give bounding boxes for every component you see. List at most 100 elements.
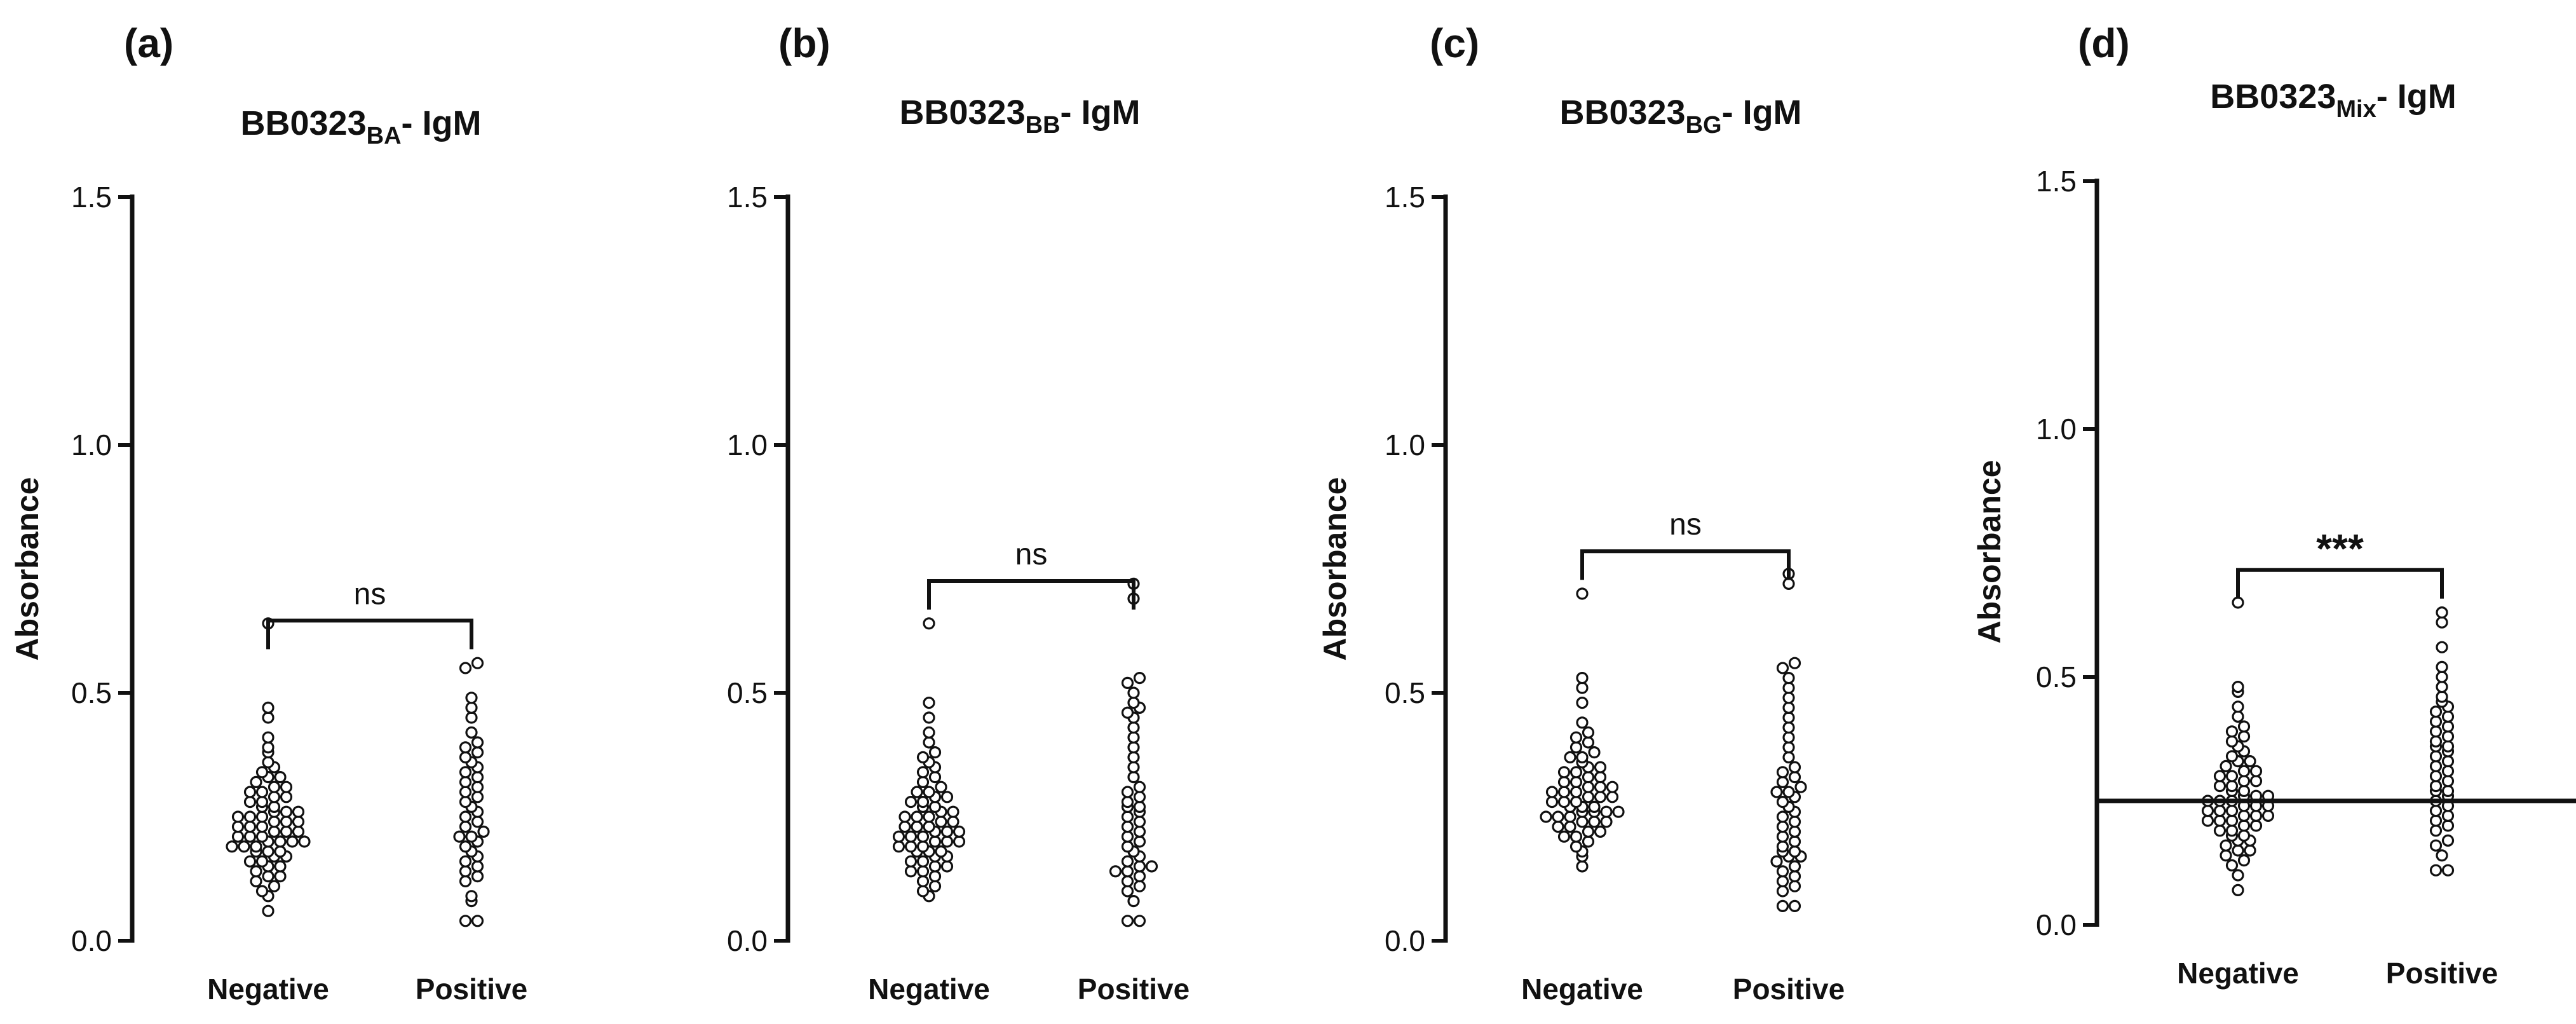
panel-a-tick-label: 0.5	[71, 676, 112, 709]
panel-c-point-negative	[1564, 751, 1576, 764]
panel-a-y-axis-title: Absorbance	[10, 477, 45, 661]
panel-b-category-label: Positive	[1078, 973, 1190, 1006]
panel-a-point-positive	[459, 751, 472, 764]
panel-a-point-negative	[262, 756, 275, 768]
panel-a-point-negative	[268, 825, 281, 838]
panel-c-point-positive	[1776, 865, 1789, 878]
panel-a-point-negative	[255, 786, 269, 798]
panel-b-point-positive	[1133, 781, 1146, 793]
panel-d-point-negative	[2261, 809, 2275, 823]
panel-d-point-negative	[2201, 804, 2214, 817]
panel-a-point-negative	[262, 845, 275, 858]
panel-b-point-positive	[1121, 830, 1134, 843]
panel-c-point-positive	[1782, 701, 1795, 714]
panel-b-point-positive	[1133, 860, 1146, 873]
panel-c-point-negative	[1569, 766, 1583, 779]
panel-b-point-positive	[1121, 706, 1134, 719]
panel-b-point-negative	[928, 870, 942, 883]
panel-b-significance-label: ns	[1015, 538, 1048, 571]
panel-d-point-negative	[2225, 859, 2239, 872]
panel-b-point-negative	[904, 795, 918, 809]
panel-d-point-positive	[2429, 824, 2443, 837]
panel-c-point-negative	[1606, 781, 1619, 793]
panel-d-point-negative	[2237, 784, 2251, 798]
panel-c-point-negative	[1576, 716, 1589, 729]
panel-d-category-label: Negative	[2177, 957, 2299, 990]
panel-a-point-negative	[280, 781, 293, 793]
panel-a-tick-label: 1.0	[71, 428, 112, 461]
panel-a-point-positive	[477, 825, 490, 838]
panel-d-point-positive	[2436, 680, 2448, 693]
panel-c-point-negative	[1600, 816, 1613, 828]
panel-b-point-negative	[898, 810, 911, 823]
panel-d-point-negative	[2225, 770, 2239, 782]
panel-c-point-positive	[1782, 692, 1795, 704]
panel-c-point-negative	[1576, 860, 1589, 873]
panel-b-point-negative	[940, 791, 954, 803]
panel-b-significance-bracket	[927, 579, 1135, 610]
panel-d-point-negative	[2213, 824, 2227, 837]
panel-b-point-negative	[892, 830, 905, 843]
panel-b-point-negative	[928, 835, 942, 848]
panel-b-point-negative	[952, 825, 966, 838]
panel-b-point-negative	[916, 766, 930, 779]
panel-d-point-positive	[2441, 819, 2455, 832]
panel-c-point-negative	[1557, 775, 1571, 789]
panel-b-point-negative	[923, 736, 935, 749]
panel-a-point-negative	[250, 865, 262, 878]
panel-c-point-negative	[1576, 816, 1589, 828]
panel-c-point-negative	[1600, 805, 1613, 818]
panel-b-point-positive	[1127, 721, 1140, 734]
panel-b-point-negative	[940, 835, 954, 848]
panel-a-point-negative	[280, 825, 293, 838]
panel-c-point-positive	[1782, 731, 1795, 744]
panel-a-point-positive	[459, 810, 472, 823]
panel-d-label: (d)	[2078, 20, 2130, 66]
panel-c-point-positive	[1788, 761, 1801, 774]
panel-a-point-negative	[243, 795, 257, 809]
panel-b-point-negative	[935, 845, 947, 858]
panel-a-point-positive	[459, 875, 472, 888]
panel-c-tick-label: 1.5	[1385, 181, 1425, 214]
panel-b-point-negative	[935, 781, 947, 793]
panel-c-point-negative	[1582, 781, 1595, 793]
panel-b-point-negative	[916, 875, 930, 888]
panel-a-point-positive	[471, 770, 484, 784]
panel-c-point-positive	[1788, 845, 1801, 858]
panel-a-point-negative	[231, 830, 245, 843]
panel-c-point-positive	[1788, 899, 1801, 913]
panel-c-point-negative	[1576, 587, 1589, 600]
panel-b-point-negative	[952, 835, 966, 848]
panel-a-point-negative	[231, 810, 245, 823]
panel-d-point-negative	[2237, 775, 2251, 788]
panel-c-point-positive	[1788, 770, 1801, 784]
panel-b-point-negative	[911, 810, 923, 823]
panel-b-point-negative	[940, 860, 954, 873]
panel-a-point-negative	[255, 830, 269, 843]
panel-a-point-negative	[268, 781, 281, 793]
panel-a-point-negative	[268, 880, 281, 892]
panel-a-point-negative	[262, 701, 275, 714]
panel-b-point-negative	[923, 786, 935, 798]
panel-c-point-positive	[1788, 816, 1801, 828]
panel-a-point-positive	[459, 766, 472, 779]
panel-c-point-positive	[1776, 875, 1789, 888]
panel-d-tick-label: 0.5	[2036, 660, 2077, 693]
panel-b-point-positive	[1133, 800, 1146, 814]
panel-a-point-negative	[250, 840, 262, 853]
panel-c-tick-label: 0.0	[1385, 924, 1425, 957]
panel-a-point-negative	[274, 770, 287, 784]
panel-d-point-positive	[2429, 760, 2443, 773]
panel-c-point-negative	[1594, 781, 1607, 793]
panel-d-point-positive	[2436, 849, 2448, 862]
panel-c-point-positive	[1776, 885, 1789, 898]
panel-a-significance-label: ns	[354, 577, 386, 611]
panel-c-point-negative	[1552, 820, 1564, 833]
panel-a-significance-bracket	[266, 618, 473, 650]
panel-d-point-positive	[2441, 834, 2455, 847]
panel-a-point-negative	[262, 711, 275, 724]
panel-a-point-negative	[268, 816, 281, 828]
panel-a-point-negative	[243, 810, 257, 823]
panel-b-point-negative	[898, 820, 911, 833]
